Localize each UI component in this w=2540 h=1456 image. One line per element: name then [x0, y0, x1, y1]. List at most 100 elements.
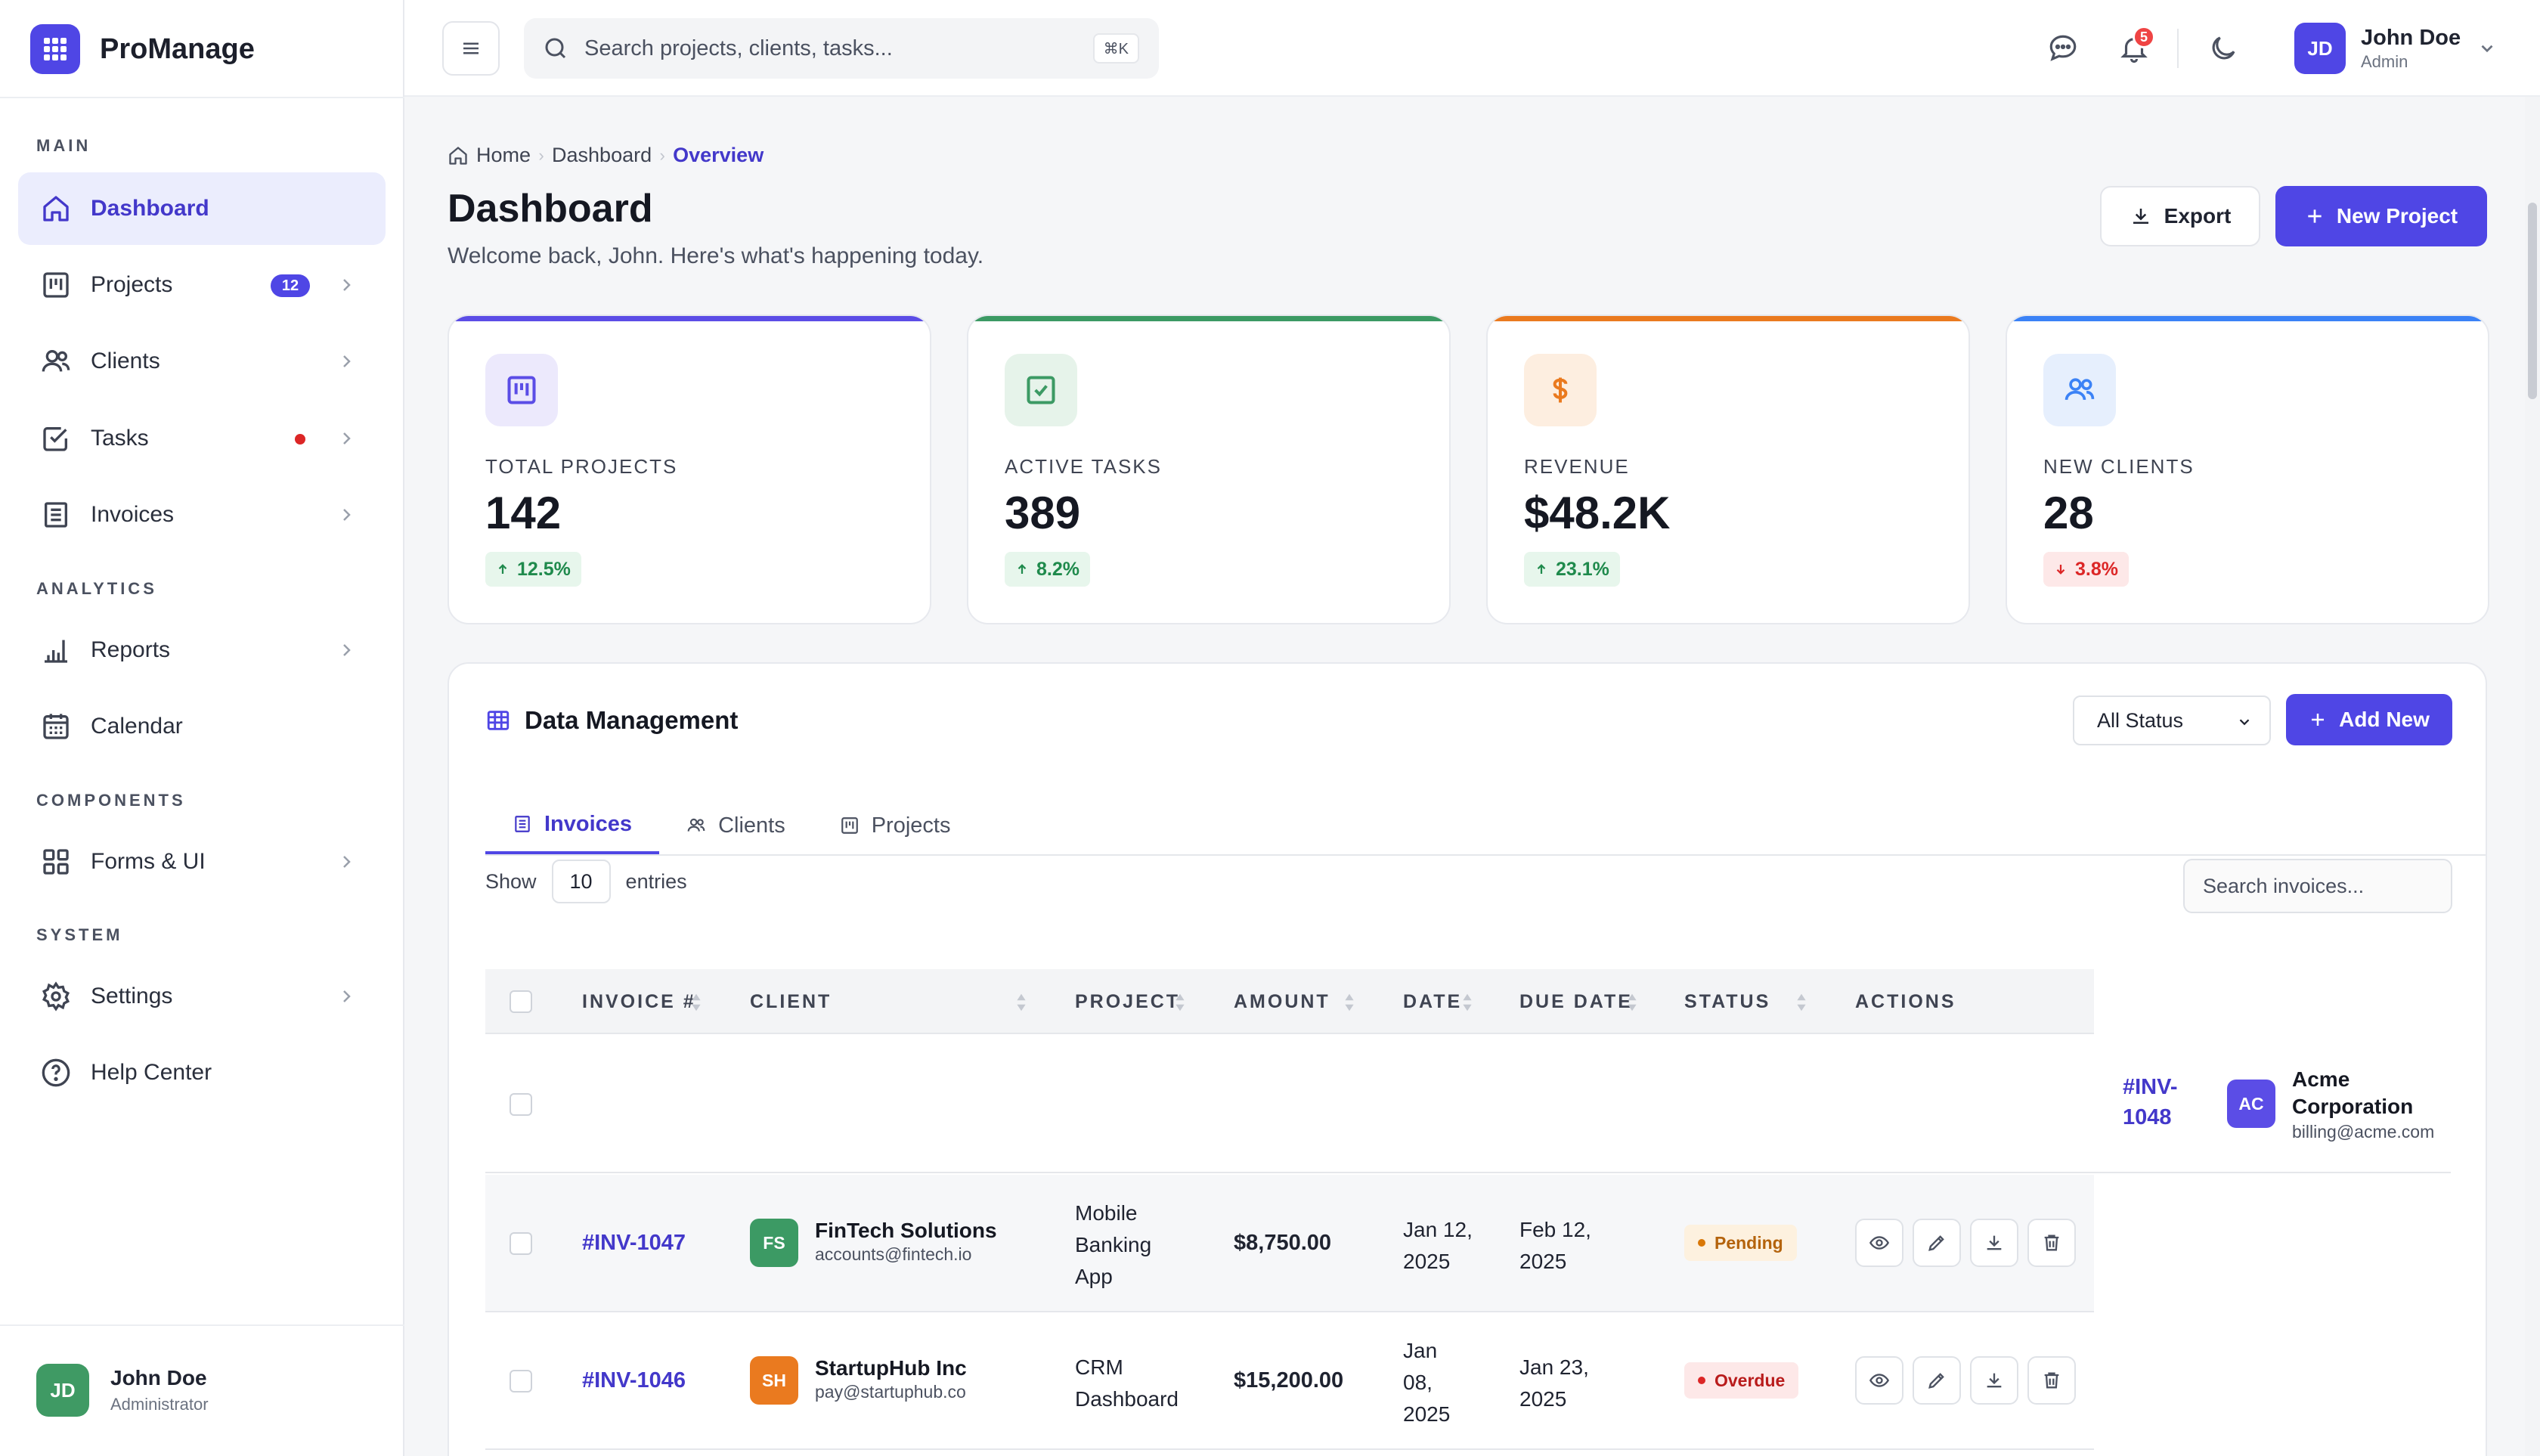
chat-icon: [2047, 33, 2079, 64]
client-info: Acme Corporation billing@acme.com: [2292, 1066, 2458, 1142]
column-header-invoice[interactable]: INVOICE #: [582, 969, 696, 1034]
home-icon: [39, 192, 73, 225]
tab-clients[interactable]: Clients: [659, 797, 813, 854]
chevron-right-icon: [337, 641, 355, 659]
project-name: Mobile Banking App: [1075, 1201, 1152, 1288]
search-input[interactable]: [584, 36, 1068, 61]
eye-icon: [1869, 1370, 1890, 1391]
chevron-right-icon: [337, 987, 355, 1005]
column-label: ACTIONS: [1855, 990, 1956, 1012]
page-scrollbar[interactable]: [2525, 97, 2540, 1456]
avatar: JD: [36, 1364, 89, 1417]
messages-button[interactable]: [2045, 30, 2081, 67]
stat-label: ACTIVE TASKS: [1005, 455, 1162, 478]
table-row: #INV-1047 FS FinTech Solutions accounts@…: [485, 1175, 2094, 1312]
sidebar-item-dashboard[interactable]: Dashboard: [18, 172, 386, 245]
status-dot: [1698, 1377, 1705, 1384]
sidebar-item-label: Help Center: [91, 1060, 212, 1085]
tab-invoices[interactable]: Invoices: [485, 797, 660, 854]
download-button[interactable]: [1970, 1219, 2018, 1267]
entries-select[interactable]: 10: [551, 860, 611, 903]
sidebar-item-tasks[interactable]: Tasks: [18, 402, 386, 475]
select-all-checkbox[interactable]: [510, 990, 532, 1013]
sort-icon[interactable]: [1795, 992, 1808, 1013]
breadcrumb-separator: ›: [659, 145, 665, 165]
sidebar-item-projects[interactable]: Projects 12: [18, 249, 386, 321]
user-role: Administrator: [110, 1395, 209, 1414]
status-label: Overdue: [1714, 1370, 1786, 1390]
invoice-link[interactable]: #INV-1048: [2123, 1075, 2178, 1129]
sidebar-item-label: Forms & UI: [91, 849, 206, 874]
column-header-amount[interactable]: AMOUNT: [1234, 969, 1330, 1034]
new-project-button[interactable]: New Project: [2275, 186, 2487, 246]
stat-card-total-projects: TOTAL PROJECTS 142 12.5%: [448, 314, 931, 624]
bar-chart-icon: [39, 634, 73, 667]
column-header-client[interactable]: CLIENT: [750, 969, 832, 1034]
breadcrumb-dashboard[interactable]: Dashboard: [552, 144, 652, 166]
invoice-date: Jan 08, 2025: [1403, 1339, 1451, 1426]
invoice-amount: $8,750.00: [1234, 1231, 1332, 1255]
tab-projects[interactable]: Projects: [813, 797, 978, 854]
sort-icon[interactable]: [1460, 992, 1474, 1013]
stat-card-active-tasks: ACTIVE TASKS 389 8.2%: [967, 314, 1451, 624]
client-name: StartupHub Inc: [815, 1356, 967, 1380]
dark-mode-toggle[interactable]: [2205, 30, 2241, 67]
sidebar-item-help[interactable]: Help Center: [18, 1036, 386, 1109]
sort-icon[interactable]: [1625, 992, 1639, 1013]
delete-button[interactable]: [2027, 1219, 2076, 1267]
avatar: FS: [750, 1219, 798, 1267]
invoice-link[interactable]: #INV-1046: [582, 1368, 686, 1392]
sort-icon[interactable]: [1173, 992, 1187, 1013]
edit-button[interactable]: [1913, 1356, 1961, 1405]
eye-icon: [1869, 1232, 1890, 1253]
view-button[interactable]: [1855, 1219, 1903, 1267]
status-filter-select[interactable]: All Status: [2073, 695, 2271, 745]
user-menu[interactable]: JD John Doe Admin: [2294, 23, 2497, 74]
stat-label: NEW CLIENTS: [2043, 455, 2195, 478]
table-header: INVOICE # CLIENT PROJECT AMOUNT DATE DUE…: [485, 969, 2094, 1034]
invoice-link[interactable]: #INV-1047: [582, 1231, 686, 1255]
sidebar-item-label: Dashboard: [91, 196, 209, 221]
notifications-button[interactable]: 5: [2116, 26, 2155, 67]
sidebar-item-calendar[interactable]: Calendar: [18, 690, 386, 763]
row-checkbox[interactable]: [510, 1370, 532, 1392]
search-icon: [542, 35, 569, 62]
column-header-project[interactable]: PROJECT: [1075, 969, 1180, 1034]
add-new-label: Add New: [2339, 708, 2430, 731]
sidebar-item-clients[interactable]: Clients: [18, 325, 386, 398]
table-row: #INV-1046 SH StartupHub Inc pay@startuph…: [485, 1312, 2094, 1450]
column-header-status[interactable]: STATUS: [1684, 969, 1770, 1034]
row-checkbox[interactable]: [510, 1093, 532, 1116]
download-button[interactable]: [1970, 1356, 2018, 1405]
sidebar-item-forms[interactable]: Forms & UI: [18, 826, 386, 898]
download-icon: [1984, 1232, 2005, 1253]
nav-section-analytics: ANALYTICS: [36, 579, 157, 598]
menu-toggle-button[interactable]: [442, 21, 500, 76]
sidebar-item-settings[interactable]: Settings: [18, 960, 386, 1033]
invoice-search-input[interactable]: Search invoices...: [2183, 859, 2452, 913]
sort-icon[interactable]: [1343, 992, 1356, 1013]
chevron-right-icon: [337, 352, 355, 370]
global-search[interactable]: ⌘K: [524, 18, 1159, 79]
export-button[interactable]: Export: [2100, 186, 2260, 246]
breadcrumb-home[interactable]: Home: [476, 144, 531, 166]
add-new-button[interactable]: Add New: [2286, 694, 2452, 745]
delete-button[interactable]: [2027, 1356, 2076, 1405]
breadcrumb-separator: ›: [538, 145, 544, 165]
scrollbar-thumb[interactable]: [2528, 203, 2537, 399]
sort-icon[interactable]: [1014, 992, 1028, 1013]
edit-button[interactable]: [1913, 1219, 1961, 1267]
sidebar-item-invoices[interactable]: Invoices: [18, 479, 386, 551]
brand[interactable]: ProManage: [30, 24, 255, 74]
column-header-due-date[interactable]: DUE DATE: [1519, 969, 1633, 1034]
tab-label: Clients: [718, 813, 785, 838]
sidebar-item-reports[interactable]: Reports: [18, 614, 386, 686]
sort-icon[interactable]: [689, 992, 703, 1013]
users-icon: [39, 345, 73, 378]
view-button[interactable]: [1855, 1356, 1903, 1405]
sidebar-user-profile[interactable]: JD John Doe Administrator: [36, 1364, 209, 1417]
column-header-date[interactable]: DATE: [1403, 969, 1462, 1034]
chevron-down-icon: [2477, 39, 2497, 58]
user-name: John Doe: [110, 1366, 207, 1389]
row-checkbox[interactable]: [510, 1232, 532, 1255]
